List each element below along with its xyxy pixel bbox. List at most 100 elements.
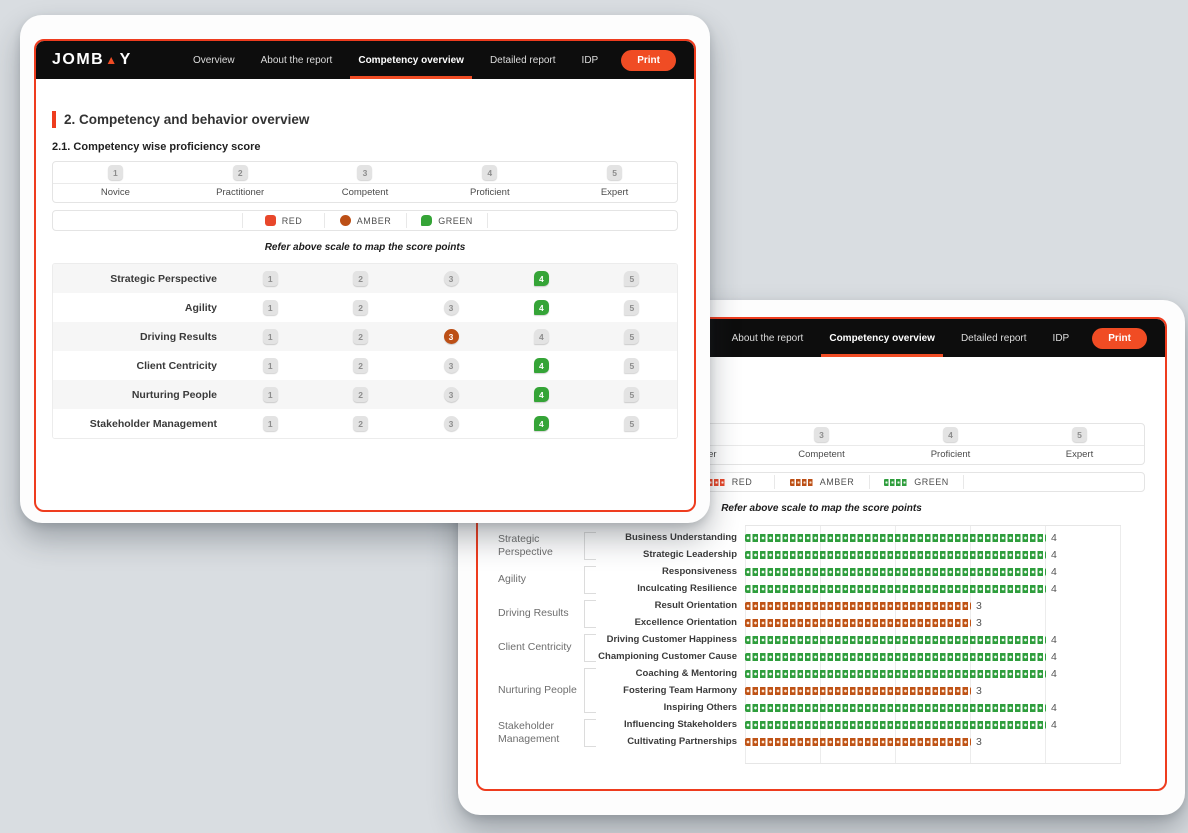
score-column: 5	[587, 387, 677, 402]
behavior-label: Cultivating Partnerships	[627, 736, 737, 747]
chart-group-label: Client Centricity	[498, 641, 572, 654]
jombay-logo: JOMB▲Y	[52, 51, 132, 69]
score-column: 4	[496, 300, 586, 315]
scale-level-number: 4	[943, 427, 958, 442]
tab-overview[interactable]: Overview	[192, 54, 235, 66]
competency-score-table: Strategic Perspective 1 2 3 4 5 Agility 1 2 3 4 5 Dr…	[52, 263, 678, 439]
tab-idp[interactable]: IDP	[1052, 332, 1070, 344]
chart-group: Client Centricity Driving Customer Happin…	[498, 631, 1145, 665]
bar-area: 4	[745, 532, 1145, 544]
scale-level: 4	[427, 165, 552, 180]
logo-text: JOMB	[52, 51, 105, 68]
print-button[interactable]: Print	[1092, 327, 1147, 349]
behavior-label: Excellence Orientation	[634, 617, 737, 628]
legend-item-red: RED	[242, 213, 324, 228]
chart-row: Championing Customer Cause 4	[596, 648, 1145, 665]
score-chip: 4	[533, 329, 549, 344]
amber-swatch-icon	[339, 215, 351, 226]
red-swatch-icon	[701, 478, 726, 486]
scale-level: 1	[53, 165, 178, 180]
chart-row: Coaching & Mentoring 4	[596, 665, 1145, 682]
section-title-text: 2. Competency and behavior overview	[64, 112, 310, 127]
print-button[interactable]: Print	[621, 49, 676, 71]
chart-group: Stakeholder Management Influencing Stakeh…	[498, 716, 1145, 750]
tab-detailed-report[interactable]: Detailed report	[960, 332, 1027, 344]
legend-item-green: GREEN	[869, 475, 964, 489]
behavior-bar	[745, 601, 971, 610]
score-column: 4	[496, 271, 586, 286]
tab-idp[interactable]: IDP	[581, 54, 599, 66]
score-chip-selected: 4	[533, 416, 549, 431]
score-chip: 2	[353, 300, 369, 315]
score-chip-selected: 4	[533, 300, 549, 315]
chart-row: Strategic Leadership 4	[596, 546, 1145, 563]
score-column: 1	[225, 358, 315, 373]
behavior-bar-chart: Strategic Perspective Business Understand…	[498, 525, 1145, 764]
bar-area: 4	[745, 702, 1145, 714]
behavior-label: Result Orientation	[654, 600, 737, 611]
chart-group-label: Stakeholder Management	[498, 719, 560, 745]
bar-area: 4	[745, 719, 1145, 731]
chart-group-label: Agility	[498, 573, 527, 586]
competency-name: Nurturing People	[131, 388, 217, 401]
score-chip: 3	[443, 300, 459, 315]
behavior-label: Inculcating Resilience	[637, 583, 737, 594]
chart-row: Responsiveness 4	[596, 563, 1145, 580]
chart-row: Cultivating Partnerships 3	[596, 733, 1145, 750]
bar-area: 4	[745, 549, 1145, 561]
score-chip: 3	[443, 416, 459, 431]
score-column: 3	[406, 271, 496, 286]
score-column: 1	[225, 300, 315, 315]
legend-item-green: GREEN	[406, 213, 488, 228]
score-column: 2	[315, 271, 405, 286]
scale-note: Refer above scale to map the score point…	[264, 242, 466, 253]
chart-group-label: Nurturing People	[498, 683, 577, 696]
chart-group: Strategic Perspective Business Understand…	[498, 529, 1145, 563]
tab-about-the-report[interactable]: About the report	[731, 332, 804, 344]
score-column: 5	[587, 358, 677, 373]
score-chip: 2	[353, 271, 369, 286]
scale-level: Competent	[303, 187, 428, 198]
score-column: 4	[496, 416, 586, 431]
bar-value: 4	[1051, 650, 1057, 663]
bar-area: 4	[745, 668, 1145, 680]
behavior-bar	[745, 567, 1046, 576]
tab-detailed-report[interactable]: Detailed report	[489, 54, 556, 66]
group-bracket	[584, 719, 596, 747]
behavior-bar	[745, 635, 1046, 644]
tab-competency-overview[interactable]: Competency overview	[345, 41, 477, 79]
score-columns: 1 2 3 4 5	[225, 358, 677, 373]
score-columns: 1 2 3 4 5	[225, 329, 677, 344]
behavior-label: Influencing Stakeholders	[624, 719, 737, 730]
tab-about-the-report[interactable]: About the report	[260, 54, 333, 66]
chart-row: Result Orientation 3	[596, 597, 1145, 614]
bar-value: 4	[1051, 565, 1057, 578]
title-accent-bar	[52, 111, 56, 128]
scale-level-number: 5	[1072, 427, 1087, 442]
bar-value: 4	[1051, 701, 1057, 714]
logo-text: Y	[119, 51, 132, 68]
score-column: 2	[315, 329, 405, 344]
score-chip: 5	[624, 271, 640, 286]
score-column: 3	[406, 387, 496, 402]
group-bracket	[584, 532, 596, 560]
behavior-bar	[745, 686, 971, 695]
score-chip: 1	[262, 271, 278, 286]
behavior-bar	[745, 618, 971, 627]
scale-level-number: 4	[482, 165, 498, 180]
scale-level-label: Competent	[798, 449, 845, 460]
scale-level: 3	[303, 165, 428, 180]
bar-value: 3	[976, 735, 982, 748]
score-column: 3	[406, 329, 496, 344]
score-column: 5	[587, 416, 677, 431]
score-column: 3	[406, 300, 496, 315]
chart-group-label: Strategic Perspective	[498, 532, 553, 558]
tab-competency-overview[interactable]: Competency overview	[816, 319, 948, 357]
scale-level-label: Expert	[600, 187, 629, 198]
score-chip-selected: 3	[443, 329, 459, 344]
chart-row: Fostering Team Harmony 3	[596, 682, 1145, 699]
bar-value: 4	[1051, 582, 1057, 595]
chart-group: Agility Responsiveness 4 Inculcating Resili…	[498, 563, 1145, 597]
bar-value: 4	[1051, 718, 1057, 731]
table-row: Strategic Perspective 1 2 3 4 5	[53, 264, 677, 293]
